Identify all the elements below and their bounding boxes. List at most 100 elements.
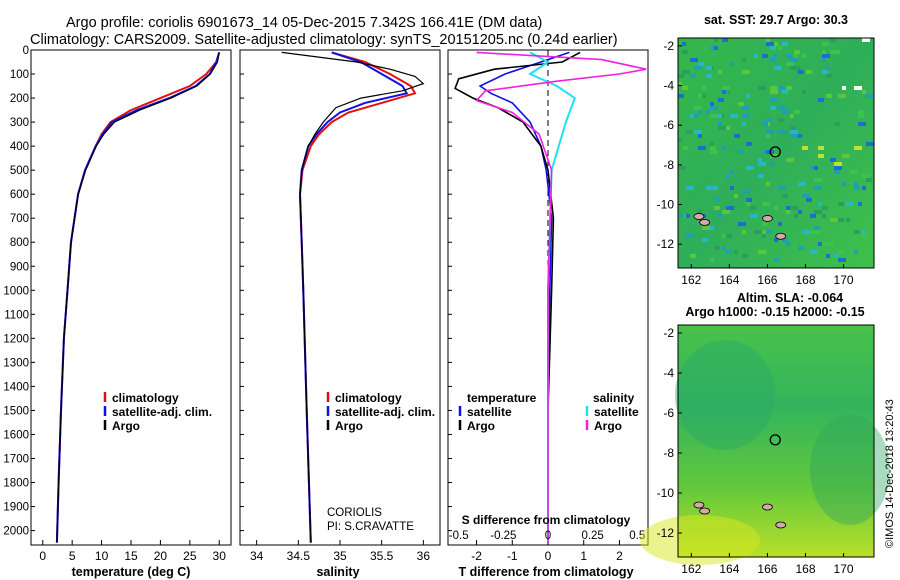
sla-high-region <box>640 515 760 565</box>
sst-cell <box>726 126 730 130</box>
sst-cell <box>830 38 836 42</box>
sst-cell <box>722 210 730 214</box>
sst-cell <box>770 154 778 158</box>
pi-label: PI: S.CRAVATTE <box>327 521 414 533</box>
sst-cell <box>734 250 738 254</box>
temperature-legend: climatology satellite-adj. clim. Argo <box>103 391 212 433</box>
salinity-xlabel: salinity <box>316 565 359 579</box>
sst-cell <box>766 42 774 46</box>
sst-cell <box>782 238 788 242</box>
sla-map-title-line1: Altim. SLA: -0.064 <box>737 291 843 305</box>
sst-cell <box>866 94 874 98</box>
sst-cell <box>858 122 866 126</box>
sst-map <box>677 37 875 269</box>
island <box>693 213 705 220</box>
sst-cell <box>858 202 862 206</box>
series-line-satellite <box>298 51 409 543</box>
sst-cell <box>718 122 722 126</box>
sst-cell <box>758 158 762 162</box>
sst-cell <box>826 94 832 98</box>
sst-cell <box>766 130 774 134</box>
sst-cell <box>754 230 762 234</box>
island <box>693 501 705 509</box>
sst-cell <box>802 194 806 198</box>
sst-cell <box>794 50 800 54</box>
sst-cell <box>722 90 726 94</box>
map-x-tick-label: 168 <box>795 273 815 287</box>
map-y-tick-label: -10 <box>657 486 675 500</box>
sst-cell <box>686 130 692 134</box>
x-tick-label: -1 <box>507 549 518 563</box>
depth-tick-label: 1800 <box>3 478 29 490</box>
sst-cell <box>786 242 790 246</box>
sst-cell <box>866 178 872 182</box>
sst-cell <box>822 42 828 46</box>
sst-cell <box>702 238 708 242</box>
map-y-tick-label: -2 <box>663 39 674 53</box>
sst-cell <box>714 198 720 202</box>
sst-cell <box>754 54 758 58</box>
sst-cell <box>742 230 746 234</box>
depth-tick-label: 1300 <box>3 357 29 369</box>
sst-cell <box>798 210 802 214</box>
map-y-tick-label: -10 <box>657 198 675 212</box>
sst-cell <box>802 230 810 234</box>
sst-cell <box>766 134 770 138</box>
sst-cell <box>718 214 722 218</box>
sst-cell <box>822 58 826 62</box>
sst-cell <box>714 246 720 250</box>
sst-cell <box>778 130 786 134</box>
sst-cell <box>806 70 812 74</box>
salinity-plot: 34 34.5 35 35.5 36 <box>250 51 430 563</box>
series-line-t-argo <box>454 51 581 543</box>
sst-cell <box>742 58 746 62</box>
sst-cell <box>742 106 750 110</box>
series-line-climatology <box>298 51 417 543</box>
x-tick-label: 2 <box>616 549 623 563</box>
sst-cell <box>810 166 814 170</box>
sst-cell <box>766 230 772 234</box>
sst-cell <box>710 186 718 190</box>
sla-low-region <box>675 340 775 450</box>
sst-cell <box>706 66 712 70</box>
sst-cell <box>846 202 854 206</box>
sst-cell <box>746 198 752 202</box>
sst-cell <box>678 214 684 218</box>
sst-cell <box>778 106 786 110</box>
series-line-argo <box>281 51 425 543</box>
map-y-tick-label: -4 <box>663 79 674 93</box>
sst-cell <box>738 222 746 226</box>
temperature-plot: 0 5 10 15 20 25 30 <box>39 52 226 563</box>
series-line-s-argo <box>475 51 647 543</box>
sst-cell <box>718 70 722 74</box>
sst-cell <box>762 202 770 206</box>
sst-cell <box>826 66 830 70</box>
depth-tick-label: 200 <box>10 93 29 105</box>
x-tick-label: 30 <box>213 549 227 563</box>
island <box>775 232 787 240</box>
sst-cell <box>766 38 770 42</box>
difference-plot: -2 -1 0 1 2-0.5 -0.25 0 0.25 0.5 <box>449 50 647 563</box>
sst-cell <box>790 134 798 138</box>
s-tick-label: 0.25 <box>581 530 603 542</box>
sst-cell <box>770 90 778 94</box>
sst-cell <box>718 126 726 130</box>
s-difference-axis-label: S difference from climatology <box>462 513 631 527</box>
sst-cell <box>790 206 798 210</box>
sst-cell <box>770 162 774 166</box>
sst-cell <box>822 70 828 74</box>
sst-cell <box>790 126 796 130</box>
sst-cell <box>854 146 862 150</box>
sst-cell <box>818 242 822 246</box>
sst-cell <box>814 178 822 182</box>
sst-cell <box>774 238 778 242</box>
sst-cell <box>714 38 718 42</box>
sst-cell <box>718 114 722 118</box>
depth-tick-label: 2000 <box>3 526 29 538</box>
map-x-tick-label: 168 <box>795 562 815 576</box>
sst-cell <box>850 170 858 174</box>
sst-cell <box>834 122 840 126</box>
sst-cell <box>750 206 756 210</box>
sla-map-frame <box>677 324 875 558</box>
sst-cell <box>782 90 788 94</box>
